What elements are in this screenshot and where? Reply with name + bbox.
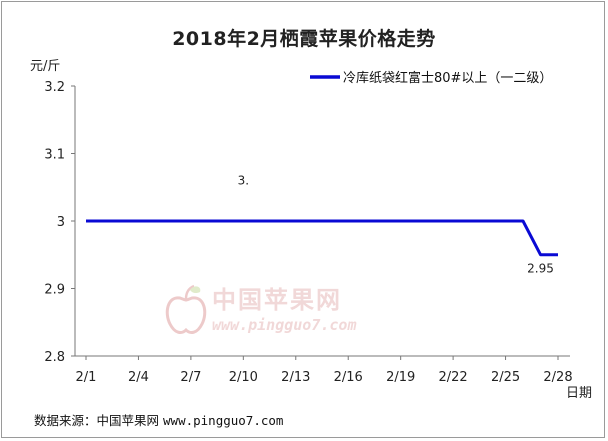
- watermark-text: 中国苹果网: [212, 286, 342, 314]
- legend-label: 冷库纸袋红富士80#以上（一二级）: [343, 70, 552, 86]
- apple-logo-icon: [165, 284, 207, 334]
- watermark-url: www.pingguo7.com: [212, 316, 357, 334]
- x-tick-label: 2/1: [76, 370, 97, 385]
- data-source-site: www.pingguo7.com: [163, 413, 284, 428]
- watermark: 中国苹果网 www.pingguo7.com: [165, 284, 357, 334]
- chart-title: 2018年2月栖霞苹果价格走势: [172, 28, 436, 50]
- y-axis-label: 元/斤: [30, 59, 60, 74]
- legend: 冷库纸袋红富士80#以上（一二级）: [310, 70, 552, 86]
- x-tick-label: 2/19: [386, 370, 415, 385]
- y-tick-label: 3.2: [44, 80, 65, 95]
- x-tick-label: 2/4: [128, 370, 149, 385]
- data-label: 2.95: [527, 261, 554, 275]
- x-tick-label: 2/25: [491, 370, 520, 385]
- data-label: 3.: [238, 174, 249, 188]
- data-source-label: 数据来源：中国苹果网: [34, 413, 160, 428]
- series-line: [86, 219, 558, 257]
- x-axis-label: 日期: [566, 386, 592, 401]
- x-tick-label: 2/22: [439, 370, 468, 385]
- x-tick-label: 2/13: [281, 370, 310, 385]
- x-tick-label: 2/10: [229, 370, 258, 385]
- y-tick-label: 2.8: [44, 350, 65, 365]
- x-tick-label: 2/28: [543, 370, 572, 385]
- y-tick-label: 3: [57, 215, 65, 230]
- y-tick-label: 3.1: [44, 148, 65, 163]
- data-source: 数据来源：中国苹果网 www.pingguo7.com: [34, 410, 283, 429]
- y-tick-label: 2.9: [44, 283, 65, 298]
- x-tick-label: 2/16: [334, 370, 363, 385]
- x-tick-label: 2/7: [180, 370, 201, 385]
